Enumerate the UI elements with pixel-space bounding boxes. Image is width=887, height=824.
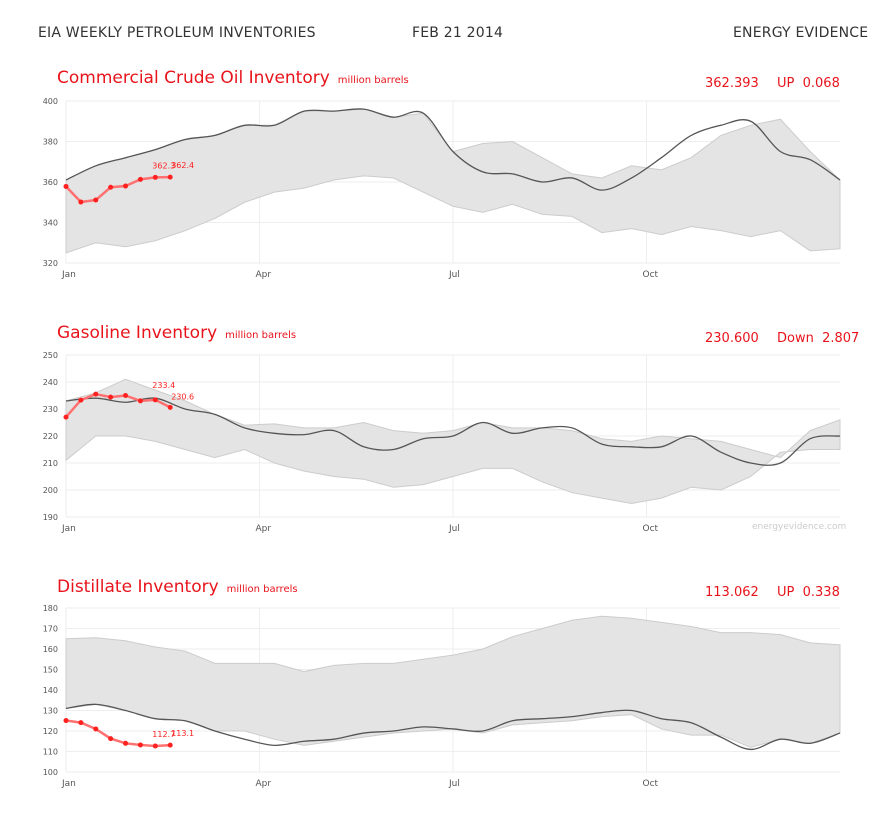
data-label: 113.1 bbox=[171, 729, 194, 738]
data-point bbox=[93, 726, 99, 732]
data-point bbox=[108, 394, 114, 400]
latest-value: 113.062 bbox=[705, 585, 759, 600]
data-point bbox=[78, 397, 84, 403]
data-point bbox=[152, 397, 158, 403]
data-label: 112.7 bbox=[152, 730, 175, 739]
x-tick-label: Jan bbox=[61, 524, 76, 534]
chart-title: Distillate Inventory million barrels bbox=[57, 577, 298, 597]
chart-title-text: Gasoline Inventory bbox=[57, 323, 218, 343]
data-label: 362.4 bbox=[171, 161, 194, 170]
y-tick-label: 220 bbox=[43, 432, 58, 441]
chart-title-text: Distillate Inventory bbox=[57, 577, 219, 597]
data-point bbox=[123, 183, 129, 189]
y-tick-label: 250 bbox=[43, 351, 58, 360]
y-tick-label: 210 bbox=[43, 459, 58, 468]
average-line bbox=[65, 397, 841, 466]
chart-title: Commercial Crude Oil Inventory million ba… bbox=[57, 68, 409, 88]
x-tick-label: Oct bbox=[643, 524, 659, 534]
chart: 190 200 210 220 230 240 250 Jan Apr Jul Oct 233.4 23… bbox=[43, 351, 841, 534]
y-tick-label: 400 bbox=[43, 97, 58, 106]
data-point bbox=[93, 391, 99, 397]
y-tick-label: 160 bbox=[43, 645, 58, 654]
y-tick-label: 100 bbox=[43, 768, 58, 777]
y-tick-label: 180 bbox=[43, 604, 58, 613]
x-tick-label: Jan bbox=[61, 270, 76, 280]
average-line bbox=[65, 703, 841, 751]
y-tick-label: 130 bbox=[43, 707, 58, 716]
weekly-change: UP 0.068 bbox=[777, 76, 840, 91]
data-point bbox=[137, 742, 143, 748]
unit-label: million barrels bbox=[337, 75, 409, 86]
x-tick-label: Oct bbox=[643, 779, 659, 789]
report-date: FEB 21 2014 bbox=[412, 25, 504, 41]
x-tick-label: Apr bbox=[256, 270, 272, 280]
y-tick-label: 110 bbox=[43, 748, 58, 757]
data-point bbox=[108, 736, 114, 742]
average-line bbox=[65, 108, 841, 191]
data-point bbox=[137, 398, 143, 404]
data-point bbox=[63, 718, 69, 724]
current-year-line bbox=[65, 175, 171, 204]
y-tick-label: 120 bbox=[43, 727, 58, 736]
chart: 100 110 120 130 140 150 160 170 180 Jan Apr Jul Oct 1… bbox=[43, 604, 841, 789]
chart-title: Gasoline Inventory million barrels bbox=[57, 323, 296, 343]
data-label: 230.6 bbox=[171, 392, 194, 401]
data-point bbox=[167, 174, 173, 180]
unit-label: million barrels bbox=[225, 330, 297, 341]
data-point bbox=[137, 176, 143, 182]
weekly-change: UP 0.338 bbox=[777, 585, 840, 600]
data-point bbox=[78, 199, 84, 205]
y-tick-label: 380 bbox=[43, 138, 58, 147]
weekly-change: Down 2.807 bbox=[777, 331, 860, 346]
y-tick-label: 230 bbox=[43, 405, 58, 414]
page-title: EIA WEEKLY PETROLEUM INVENTORIES bbox=[38, 25, 316, 41]
data-point bbox=[63, 183, 69, 189]
y-tick-label: 190 bbox=[43, 513, 58, 522]
y-tick-label: 360 bbox=[43, 178, 58, 187]
y-tick-label: 170 bbox=[43, 625, 58, 634]
data-point bbox=[123, 393, 129, 398]
data-point bbox=[167, 742, 173, 748]
data-point bbox=[152, 174, 158, 180]
data-point bbox=[93, 197, 99, 203]
y-tick-label: 320 bbox=[43, 259, 58, 268]
chart-title-text: Commercial Crude Oil Inventory bbox=[57, 68, 330, 88]
data-point bbox=[152, 743, 158, 749]
latest-value: 230.600 bbox=[705, 331, 759, 346]
data-point bbox=[78, 720, 84, 726]
x-tick-label: Jan bbox=[61, 779, 76, 789]
x-tick-label: Apr bbox=[256, 779, 272, 789]
y-tick-label: 140 bbox=[43, 686, 58, 695]
data-point bbox=[63, 414, 69, 420]
data-point bbox=[123, 740, 129, 746]
x-tick-label: Jul bbox=[448, 524, 460, 534]
data-label: 362.3 bbox=[152, 161, 175, 170]
y-tick-label: 340 bbox=[43, 219, 58, 228]
x-tick-label: Apr bbox=[256, 524, 272, 534]
x-tick-label: Jul bbox=[448, 270, 460, 280]
latest-value: 362.393 bbox=[705, 76, 759, 91]
range-band bbox=[65, 378, 841, 505]
data-point bbox=[167, 404, 173, 410]
brand: ENERGY EVIDENCE bbox=[733, 25, 869, 41]
x-tick-label: Jul bbox=[448, 779, 460, 789]
data-label: 233.4 bbox=[152, 381, 175, 390]
x-tick-label: Oct bbox=[643, 270, 659, 280]
data-point bbox=[108, 184, 114, 190]
y-tick-label: 200 bbox=[43, 486, 58, 495]
unit-label: million barrels bbox=[226, 584, 298, 595]
y-tick-label: 150 bbox=[43, 666, 58, 675]
y-tick-label: 240 bbox=[43, 378, 58, 387]
watermark: energyevidence.com bbox=[752, 522, 847, 532]
